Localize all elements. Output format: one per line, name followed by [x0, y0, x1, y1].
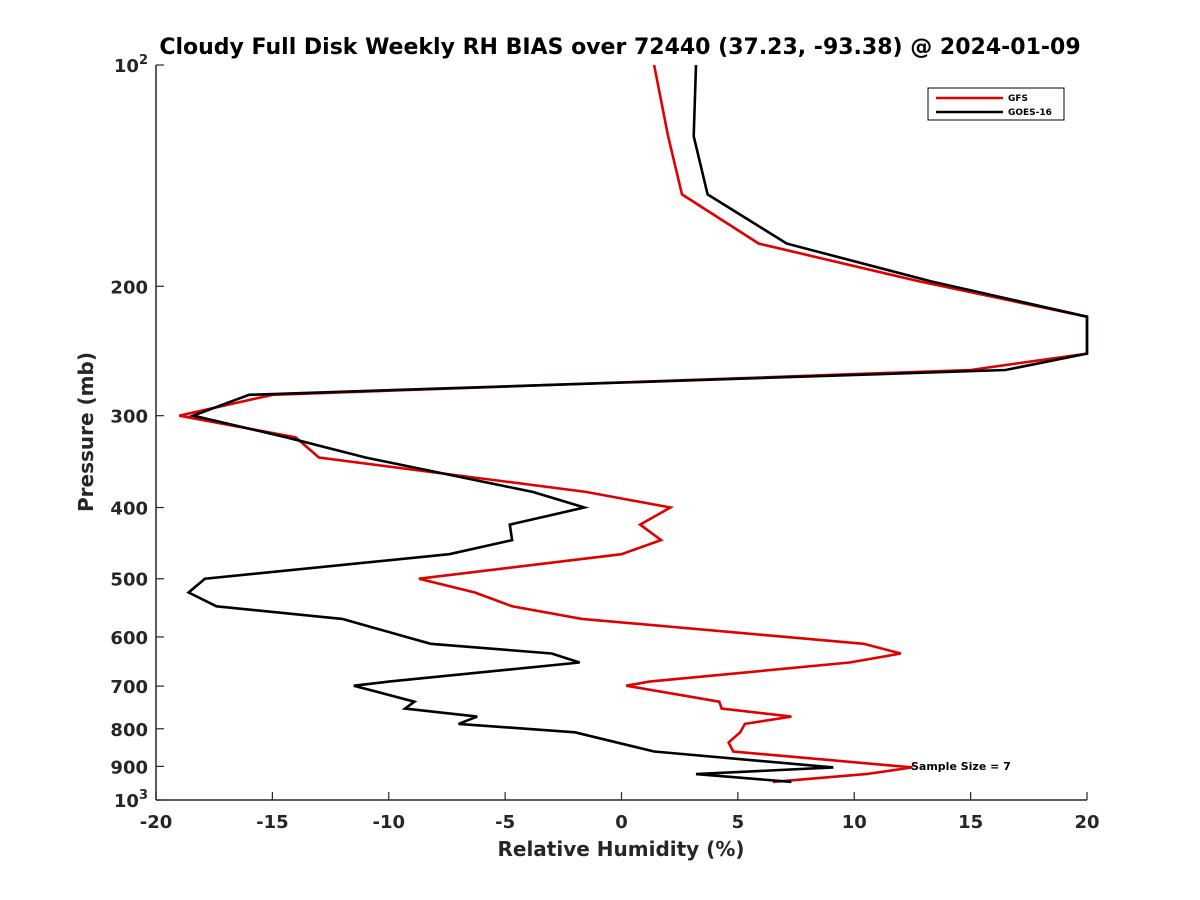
y-tick-label: 600 [110, 628, 148, 649]
y-axis-label: Pressure (mb) [74, 352, 98, 512]
x-tick-label: 15 [958, 812, 983, 833]
y-tick-label: 500 [110, 570, 148, 591]
x-tick-label: 20 [1074, 812, 1099, 833]
x-tick-label: -5 [495, 812, 515, 833]
legend-box [927, 87, 1065, 121]
sample-size-annotation: Sample Size = 7 [911, 760, 1011, 773]
y-tick-label: 400 [110, 499, 148, 520]
series-line-goes-16 [186, 64, 1089, 784]
x-tick-label: -15 [256, 812, 289, 833]
y-tick-label: 800 [110, 720, 148, 741]
y-tick-label: 900 [110, 757, 148, 778]
x-tick-label: 0 [615, 812, 628, 833]
legend-label-gfs: GFS [1008, 94, 1028, 104]
y-tick-label: 102 [114, 53, 148, 77]
y-tick-label: 700 [110, 677, 148, 698]
x-tick-label: -10 [372, 812, 405, 833]
x-tick-label: -20 [140, 812, 173, 833]
y-tick-label: 200 [110, 277, 148, 298]
y-tick-label: 300 [110, 407, 148, 428]
plot-area: -20 -15 -10 -5 0 5 10 15 20 102 200 300 400 500 600 700… [110, 53, 1099, 833]
y-tick-label: 103 [114, 788, 148, 812]
series-line-gfs [179, 64, 1089, 784]
x-axis-label: Relative Humidity (%) [497, 837, 744, 861]
ticks: -20 -15 -10 -5 0 5 10 15 20 102 200 300 400 500 600 700… [110, 53, 1099, 833]
x-tick-label: 10 [842, 812, 867, 833]
chart-title: Cloudy Full Disk Weekly RH BIAS over 724… [159, 35, 1080, 60]
series-lines [179, 64, 1089, 784]
legend: GFS GOES-16 [927, 87, 1065, 121]
x-tick-label: 5 [732, 812, 745, 833]
legend-label-goes16: GOES-16 [1008, 108, 1052, 118]
